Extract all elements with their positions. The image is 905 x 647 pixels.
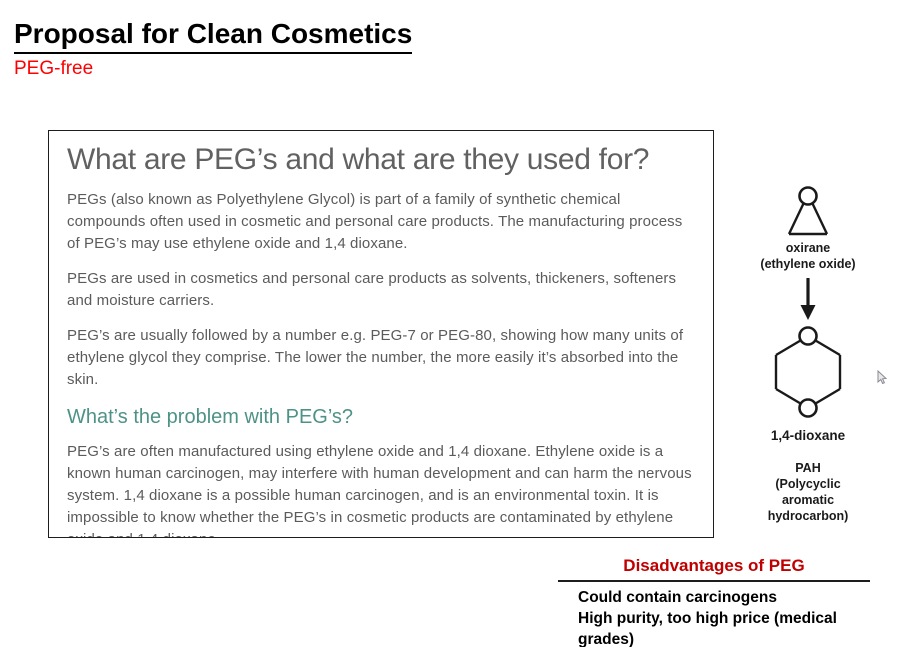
pah-sublabel-2: hydrocarbon) bbox=[767, 509, 849, 523]
article-heading: What are PEG’s and what are they used fo… bbox=[67, 143, 650, 176]
article-subheading: What’s the problem with PEG’s? bbox=[67, 406, 354, 428]
pah-label: PAH bbox=[795, 461, 821, 475]
down-arrow-icon bbox=[800, 278, 816, 320]
pah-sublabel-1: (Polycyclic aromatic bbox=[775, 477, 841, 507]
page-title: Proposal for Clean Cosmetics bbox=[14, 18, 413, 54]
page-subtitle: PEG-free bbox=[14, 58, 94, 79]
dioxane-label: 1,4-dioxane bbox=[770, 428, 846, 443]
oxirane-structure-icon bbox=[787, 186, 829, 236]
article-paragraph-3: PEG’s are usually followed by a number e… bbox=[67, 327, 684, 388]
disadvantage-item-2: High purity, too high price (medical gra… bbox=[578, 610, 837, 647]
article-paragraph-4: PEG’s are often manufactured using ethyl… bbox=[67, 443, 692, 537]
disadvantages-section: Disadvantages of PEG Could contain carci… bbox=[558, 556, 870, 647]
disadvantages-heading: Disadvantages of PEG bbox=[623, 556, 805, 575]
mouse-cursor-icon bbox=[877, 370, 888, 385]
article-paragraph-2: PEGs are used in cosmetics and personal … bbox=[67, 270, 677, 309]
pah-label-block: PAH (Polycyclic aromatic hydrocarbon) bbox=[748, 460, 868, 524]
article-paragraph-1: PEGs (also known as Polyethylene Glycol)… bbox=[67, 191, 683, 252]
divider bbox=[558, 580, 870, 582]
oxirane-label: oxirane bbox=[785, 241, 831, 255]
ethylene-oxide-label: (ethylene oxide) bbox=[760, 257, 856, 271]
dioxane-structure-icon bbox=[774, 326, 842, 418]
article-box: What are PEG’s and what are they used fo… bbox=[48, 130, 714, 538]
chemical-diagram: oxirane (ethylene oxide) 1,4-dioxane PAH… bbox=[748, 186, 868, 524]
disadvantage-item-1: Could contain carcinogens bbox=[578, 589, 777, 606]
